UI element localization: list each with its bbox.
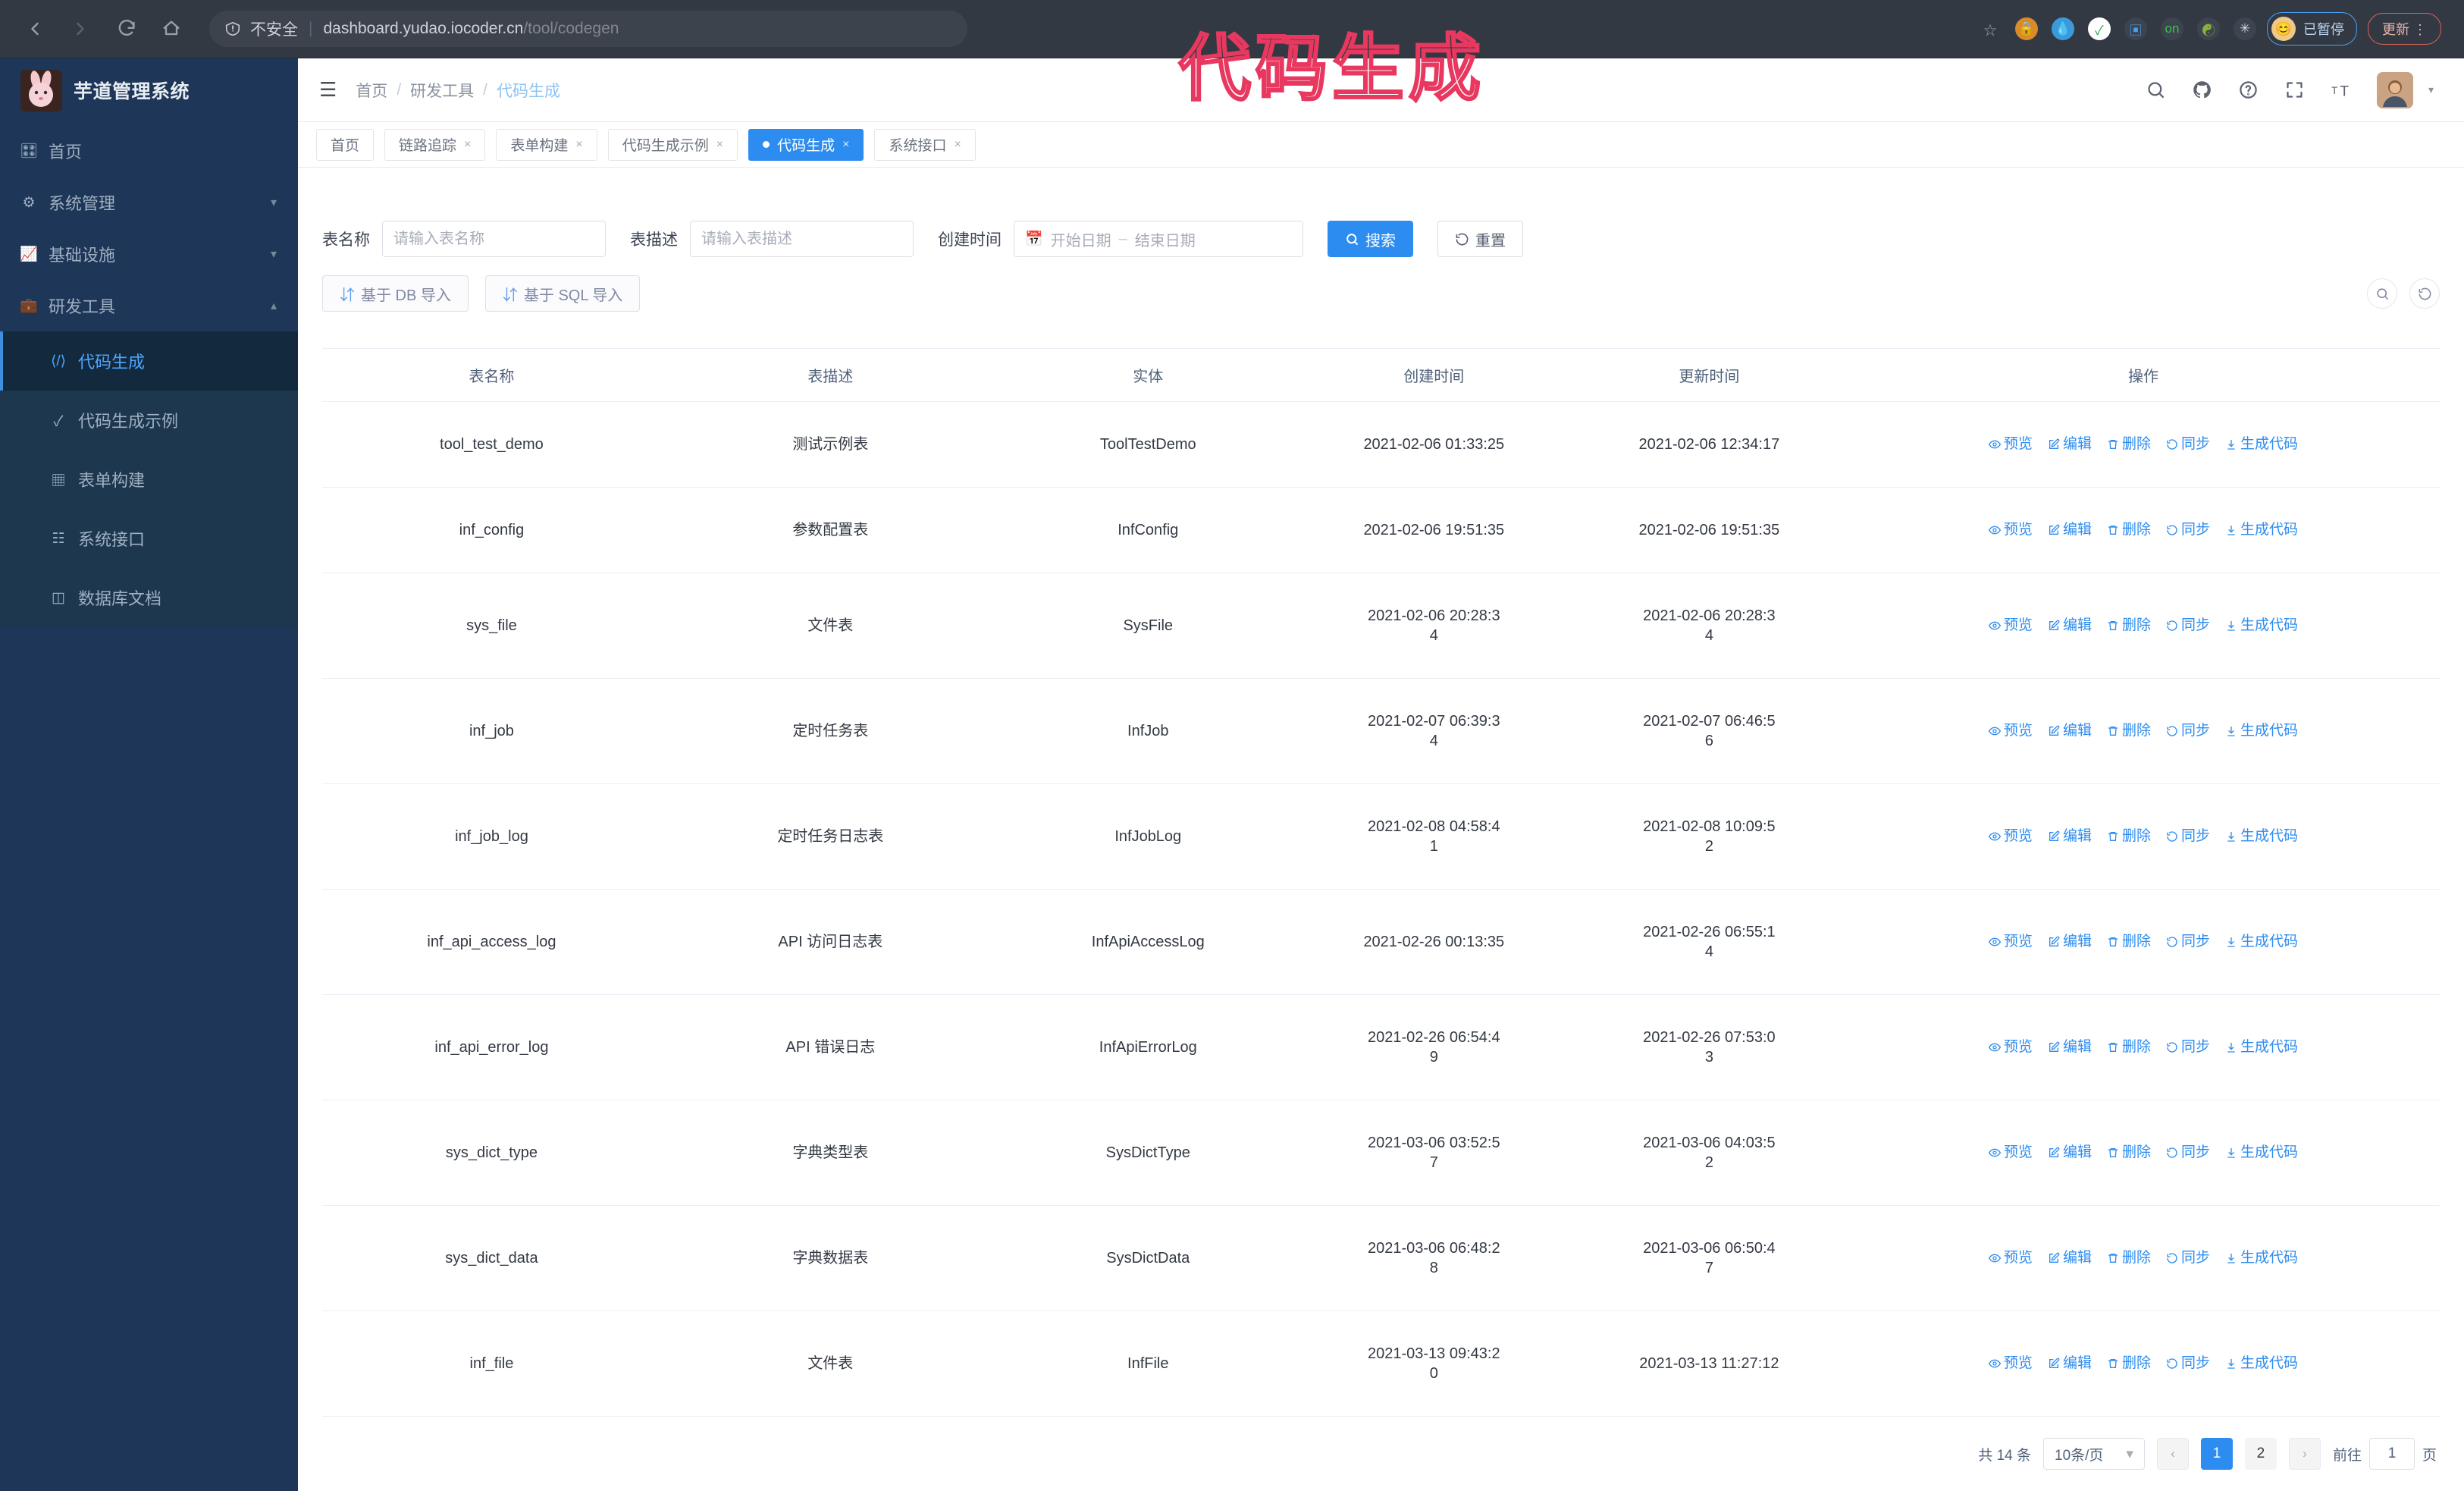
svg-text:T: T <box>2331 85 2337 96</box>
svg-text:T: T <box>2340 83 2349 99</box>
